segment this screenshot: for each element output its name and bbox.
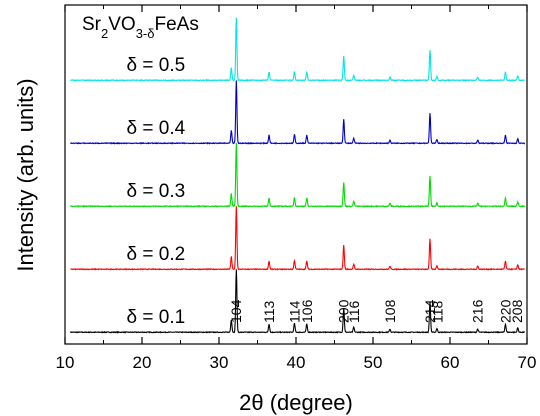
x-tick-label-30: 30 <box>210 353 229 372</box>
series-line-4 <box>70 80 526 145</box>
peak-label-114: 114 <box>287 300 303 323</box>
x-tick-label-40: 40 <box>287 353 306 372</box>
peak-label-106: 106 <box>299 299 315 323</box>
series-label-4: δ = 0.4 <box>127 118 186 139</box>
peak-label-113: 113 <box>261 300 277 323</box>
y-axis-label: Intensity (arb. units) <box>13 78 38 271</box>
series-label-5: δ = 0.5 <box>127 55 186 76</box>
peak-label-208: 208 <box>509 299 525 323</box>
x-tick-label-60: 60 <box>441 353 460 372</box>
x-tick-label-20: 20 <box>133 353 152 372</box>
series-line-1 <box>69 269 525 334</box>
x-tick-label-50: 50 <box>364 353 383 372</box>
peak-label-220: 220 <box>497 299 513 323</box>
peak-label-116: 116 <box>346 300 362 323</box>
x-axis: 10 20 30 40 50 60 70 <box>56 5 537 372</box>
peak-label-108: 108 <box>382 299 398 323</box>
series-label-1: δ = 0.1 <box>127 307 186 328</box>
x-axis-label: 2θ (degree) <box>239 390 353 415</box>
peak-label-118: 118 <box>430 300 446 323</box>
peak-label-214: 214 <box>422 299 438 323</box>
peak-label-200: 200 <box>336 299 352 323</box>
x-tick-label-70: 70 <box>518 353 537 372</box>
chart-title: Sr2VO3-δFeAs <box>82 14 199 41</box>
series-line-3 <box>69 142 526 208</box>
peak-label-216: 216 <box>470 299 486 323</box>
series-layer <box>69 17 526 334</box>
series-line-5 <box>70 17 525 82</box>
x-tick-label-10: 10 <box>56 353 75 372</box>
series-labels: δ = 0.1 δ = 0.2 δ = 0.3 δ = 0.4 δ = 0.5 <box>127 55 186 328</box>
series-label-2: δ = 0.2 <box>127 244 186 265</box>
series-line-2 <box>70 206 525 271</box>
series-label-3: δ = 0.3 <box>127 181 186 202</box>
peak-label-104: 104 <box>228 299 244 323</box>
